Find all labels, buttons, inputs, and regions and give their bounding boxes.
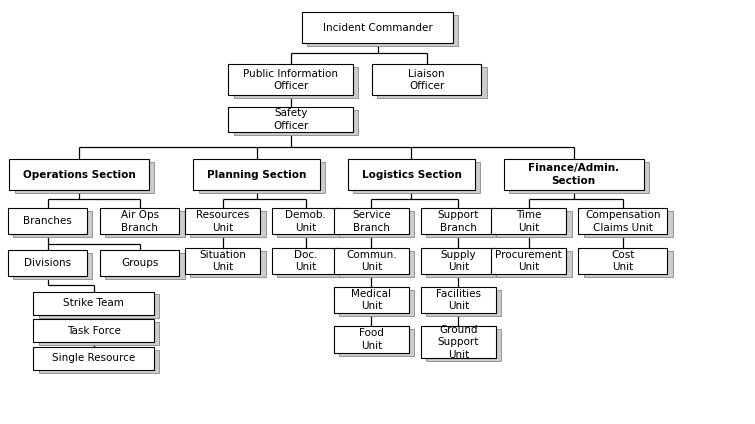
Text: Operations Section: Operations Section	[23, 170, 136, 180]
FancyBboxPatch shape	[339, 290, 414, 316]
FancyBboxPatch shape	[584, 251, 673, 277]
FancyBboxPatch shape	[33, 292, 154, 315]
FancyBboxPatch shape	[190, 211, 266, 237]
Text: Finance/Admin.
Section: Finance/Admin. Section	[528, 164, 619, 186]
Text: Support
Branch: Support Branch	[438, 210, 479, 232]
FancyBboxPatch shape	[353, 162, 480, 193]
FancyBboxPatch shape	[348, 159, 475, 190]
FancyBboxPatch shape	[584, 211, 673, 237]
FancyBboxPatch shape	[339, 329, 414, 356]
FancyBboxPatch shape	[9, 159, 149, 190]
FancyBboxPatch shape	[334, 208, 409, 234]
FancyBboxPatch shape	[185, 208, 260, 234]
FancyBboxPatch shape	[421, 248, 496, 274]
Text: Strike Team: Strike Team	[63, 298, 124, 308]
FancyBboxPatch shape	[277, 251, 345, 277]
FancyBboxPatch shape	[339, 211, 414, 237]
FancyBboxPatch shape	[421, 326, 496, 358]
Text: Liaison
Officer: Liaison Officer	[408, 69, 445, 91]
FancyBboxPatch shape	[334, 326, 409, 353]
FancyBboxPatch shape	[106, 211, 184, 237]
FancyBboxPatch shape	[504, 159, 643, 190]
FancyBboxPatch shape	[8, 250, 88, 276]
FancyBboxPatch shape	[272, 208, 340, 234]
FancyBboxPatch shape	[8, 208, 88, 234]
FancyBboxPatch shape	[33, 347, 154, 370]
Text: Single Resource: Single Resource	[52, 353, 135, 363]
Text: Commun.
Unit: Commun. Unit	[346, 250, 397, 272]
Text: Groups: Groups	[121, 258, 159, 268]
FancyBboxPatch shape	[185, 248, 260, 274]
Text: Procurement
Unit: Procurement Unit	[495, 250, 562, 272]
FancyBboxPatch shape	[39, 349, 159, 373]
FancyBboxPatch shape	[491, 208, 566, 234]
FancyBboxPatch shape	[377, 67, 486, 98]
Text: Public Information
Officer: Public Information Officer	[243, 69, 338, 91]
FancyBboxPatch shape	[334, 287, 409, 313]
Text: Branches: Branches	[23, 216, 72, 226]
FancyBboxPatch shape	[496, 211, 572, 237]
Text: Air Ops
Branch: Air Ops Branch	[121, 210, 159, 232]
FancyBboxPatch shape	[33, 319, 154, 343]
Text: Logistics Section: Logistics Section	[362, 170, 461, 180]
Text: Facilities
Unit: Facilities Unit	[436, 289, 481, 311]
Text: Resources
Unit: Resources Unit	[196, 210, 249, 232]
FancyBboxPatch shape	[426, 211, 501, 237]
FancyBboxPatch shape	[421, 287, 496, 313]
FancyBboxPatch shape	[39, 295, 159, 318]
FancyBboxPatch shape	[277, 211, 345, 237]
Text: Compensation
Claims Unit: Compensation Claims Unit	[585, 210, 661, 232]
Text: Food
Unit: Food Unit	[359, 329, 384, 351]
FancyBboxPatch shape	[334, 248, 409, 274]
FancyBboxPatch shape	[491, 248, 566, 274]
FancyBboxPatch shape	[100, 250, 180, 276]
FancyBboxPatch shape	[39, 322, 159, 345]
FancyBboxPatch shape	[426, 329, 501, 361]
Text: Incident Commander: Incident Commander	[322, 22, 433, 33]
FancyBboxPatch shape	[371, 64, 482, 95]
FancyBboxPatch shape	[228, 64, 353, 95]
FancyBboxPatch shape	[578, 248, 667, 274]
Text: Task Force: Task Force	[66, 326, 121, 336]
FancyBboxPatch shape	[14, 162, 154, 193]
FancyBboxPatch shape	[228, 107, 353, 132]
Text: Medical
Unit: Medical Unit	[352, 289, 391, 311]
FancyBboxPatch shape	[496, 251, 572, 277]
Text: Ground
Support
Unit: Ground Support Unit	[438, 325, 479, 360]
FancyBboxPatch shape	[14, 211, 92, 237]
FancyBboxPatch shape	[339, 251, 414, 277]
Text: Situation
Unit: Situation Unit	[199, 250, 246, 272]
Text: Service
Branch: Service Branch	[352, 210, 391, 232]
FancyBboxPatch shape	[234, 67, 358, 98]
FancyBboxPatch shape	[302, 12, 453, 43]
FancyBboxPatch shape	[106, 253, 184, 279]
FancyBboxPatch shape	[509, 162, 649, 193]
Text: Supply
Unit: Supply Unit	[440, 250, 476, 272]
FancyBboxPatch shape	[426, 290, 501, 316]
FancyBboxPatch shape	[272, 248, 340, 274]
Text: Safety
Officer: Safety Officer	[273, 109, 308, 131]
Text: Doc.
Unit: Doc. Unit	[294, 250, 318, 272]
FancyBboxPatch shape	[234, 110, 358, 135]
Text: Demob.
Unit: Demob. Unit	[285, 210, 326, 232]
FancyBboxPatch shape	[14, 253, 92, 279]
FancyBboxPatch shape	[421, 208, 496, 234]
FancyBboxPatch shape	[193, 159, 320, 190]
FancyBboxPatch shape	[307, 15, 458, 46]
Text: Time
Unit: Time Unit	[516, 210, 541, 232]
Text: Cost
Unit: Cost Unit	[612, 250, 634, 272]
FancyBboxPatch shape	[578, 208, 667, 234]
Text: Divisions: Divisions	[24, 258, 71, 268]
FancyBboxPatch shape	[426, 251, 501, 277]
FancyBboxPatch shape	[190, 251, 266, 277]
FancyBboxPatch shape	[100, 208, 180, 234]
FancyBboxPatch shape	[199, 162, 325, 193]
Text: Planning Section: Planning Section	[207, 170, 307, 180]
